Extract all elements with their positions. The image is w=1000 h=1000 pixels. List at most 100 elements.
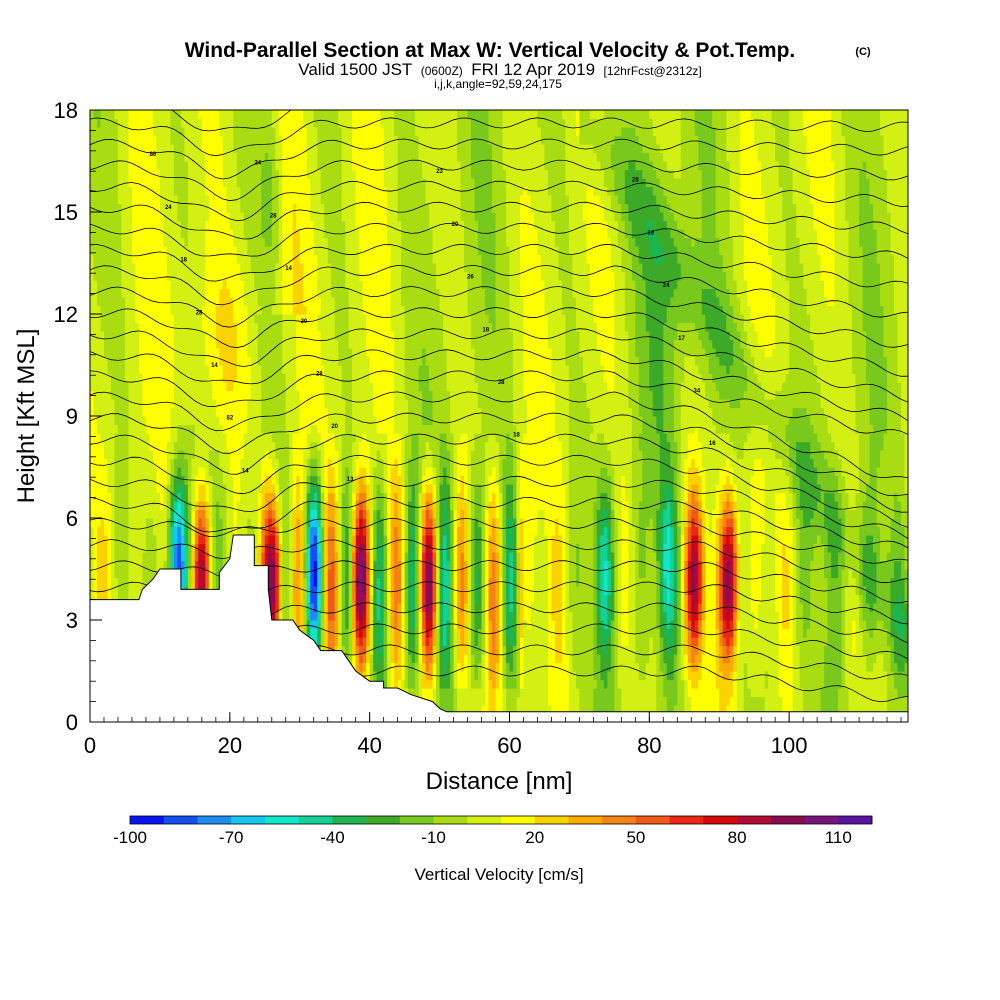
velocity-cell xyxy=(257,237,262,247)
velocity-cell xyxy=(187,314,192,324)
velocity-cell xyxy=(142,254,147,264)
velocity-cell xyxy=(149,399,154,409)
velocity-cell xyxy=(292,492,297,502)
velocity-cell xyxy=(128,526,133,536)
velocity-cell xyxy=(124,135,130,145)
velocity-cell xyxy=(275,611,280,621)
velocity-cell xyxy=(212,161,217,171)
velocity-cell xyxy=(135,526,140,536)
velocity-cell xyxy=(166,144,172,154)
velocity-cell xyxy=(205,220,210,230)
velocity-cell xyxy=(107,407,112,417)
velocity-cell xyxy=(243,271,248,281)
velocity-cell xyxy=(96,569,102,579)
velocity-cell xyxy=(233,203,238,213)
velocity-cell xyxy=(163,373,168,383)
velocity-cell xyxy=(114,467,119,477)
velocity-cell xyxy=(208,237,213,247)
velocity-cell xyxy=(296,271,301,281)
velocity-cell xyxy=(121,458,126,468)
velocity-cell xyxy=(184,577,189,587)
velocity-cell xyxy=(247,356,252,366)
velocity-cell xyxy=(170,229,175,239)
velocity-cell xyxy=(285,339,290,349)
velocity-cell xyxy=(243,161,248,171)
velocity-cell xyxy=(96,560,102,570)
velocity-cell xyxy=(268,535,273,545)
velocity-cell xyxy=(194,110,199,120)
velocity-cell xyxy=(138,356,144,366)
velocity-cell xyxy=(278,331,283,341)
velocity-cell xyxy=(110,365,116,375)
velocity-cell xyxy=(236,118,241,128)
velocity-cell xyxy=(229,475,234,485)
velocity-cell xyxy=(324,594,329,604)
velocity-cell xyxy=(152,467,158,477)
velocity-cell xyxy=(194,322,199,332)
velocity-cell xyxy=(282,246,287,256)
velocity-cell xyxy=(114,246,119,256)
velocity-cell xyxy=(317,543,322,553)
velocity-cell xyxy=(201,450,206,460)
velocity-cell xyxy=(191,110,196,120)
velocity-cell xyxy=(229,305,234,315)
velocity-cell xyxy=(296,552,301,562)
velocity-cell xyxy=(226,263,231,273)
velocity-cell xyxy=(226,458,231,468)
velocity-cell xyxy=(215,127,220,137)
velocity-cell xyxy=(208,195,213,205)
velocity-cell xyxy=(222,475,227,485)
velocity-cell xyxy=(93,382,98,392)
velocity-cell xyxy=(114,356,119,366)
velocity-cell xyxy=(320,271,325,281)
velocity-cell xyxy=(180,297,185,307)
velocity-cell xyxy=(159,135,165,145)
velocity-cell xyxy=(163,407,168,417)
velocity-cell xyxy=(289,569,294,579)
velocity-cell xyxy=(229,186,234,196)
velocity-cell xyxy=(138,144,144,154)
velocity-cell xyxy=(292,611,297,621)
velocity-cell xyxy=(159,229,165,239)
velocity-cell xyxy=(275,220,280,230)
velocity-cell xyxy=(107,135,112,145)
velocity-cell xyxy=(110,127,116,137)
velocity-cell xyxy=(191,288,196,298)
velocity-cell xyxy=(110,467,116,477)
velocity-cell xyxy=(96,577,102,587)
velocity-cell xyxy=(268,552,273,562)
velocity-cell xyxy=(156,305,161,315)
velocity-cell xyxy=(170,535,175,545)
velocity-cell xyxy=(324,628,329,638)
velocity-cell xyxy=(306,203,311,213)
velocity-cell xyxy=(306,263,311,273)
velocity-cell xyxy=(240,263,245,273)
velocity-cell xyxy=(306,450,311,460)
velocity-cell xyxy=(324,382,329,392)
velocity-cell xyxy=(278,110,283,120)
velocity-cell xyxy=(177,543,182,553)
velocity-cell xyxy=(135,314,140,324)
velocity-cell xyxy=(194,135,199,145)
velocity-cell xyxy=(306,144,311,154)
velocity-cell xyxy=(289,475,294,485)
velocity-cell xyxy=(317,220,322,230)
velocity-cell xyxy=(247,280,252,290)
velocity-cell xyxy=(215,407,220,417)
velocity-cell xyxy=(212,254,217,264)
velocity-cell xyxy=(285,237,290,247)
velocity-cell xyxy=(166,220,172,230)
velocity-cell xyxy=(208,475,213,485)
velocity-cell xyxy=(292,569,297,579)
velocity-cell xyxy=(152,271,158,281)
velocity-cell xyxy=(170,501,175,511)
velocity-cell xyxy=(149,569,154,579)
velocity-cell xyxy=(257,458,262,468)
velocity-cell xyxy=(184,518,189,528)
velocity-cell xyxy=(142,543,147,553)
velocity-cell xyxy=(170,186,175,196)
velocity-cell xyxy=(131,203,137,213)
velocity-cell xyxy=(124,339,130,349)
velocity-cell xyxy=(299,135,304,145)
velocity-cell xyxy=(212,467,217,477)
